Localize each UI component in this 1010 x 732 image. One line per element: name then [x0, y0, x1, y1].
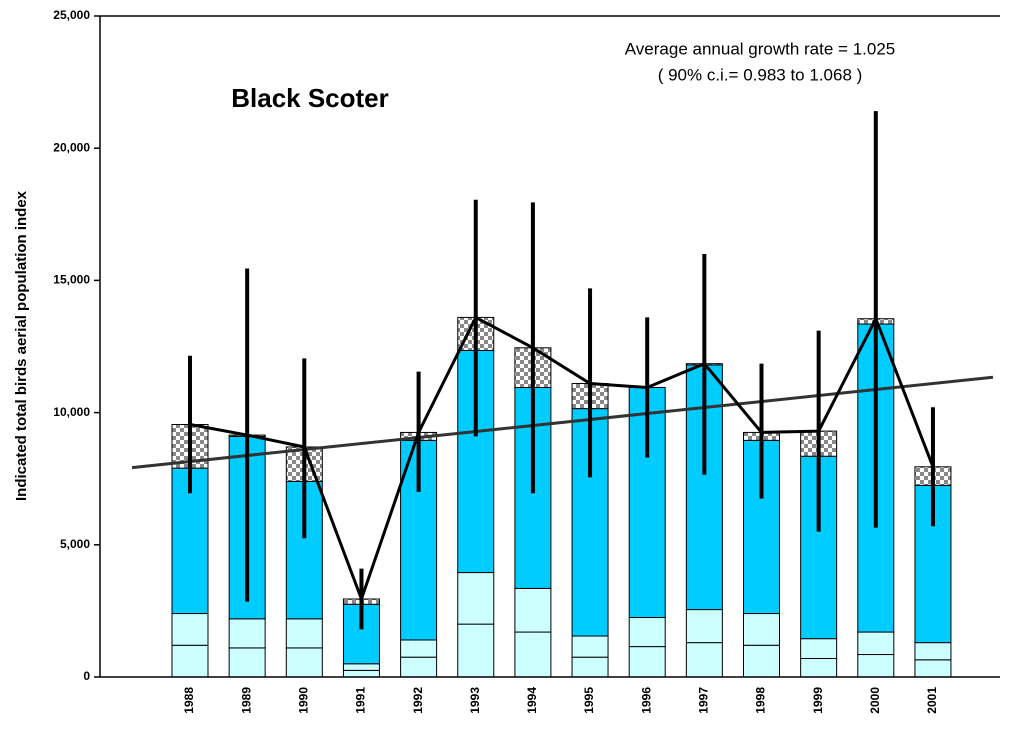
bar-segment — [685, 609, 723, 644]
y-tick-label: 25,000 — [53, 8, 90, 22]
bar-segment — [285, 647, 323, 678]
x-tick-label: 1996 — [639, 687, 653, 714]
y-tick-label: 15,000 — [53, 273, 90, 287]
x-tick-label: 1997 — [697, 687, 711, 714]
x-tick-label: 2000 — [868, 687, 882, 714]
bar-segment — [857, 654, 895, 678]
bar-segment — [571, 656, 609, 678]
y-tick-label: 5,000 — [60, 537, 90, 551]
bar-segment — [514, 587, 552, 633]
bar-segment — [571, 635, 609, 658]
bar-segment — [171, 613, 209, 646]
annotation: Average annual growth rate = 1.025 — [625, 39, 895, 58]
y-tick-label: 0 — [83, 669, 90, 683]
bar-segment — [685, 642, 723, 678]
bar-segment — [400, 656, 438, 678]
bar-segment — [457, 572, 495, 625]
bar-segment — [628, 617, 666, 648]
x-tick-label: 1990 — [296, 687, 310, 714]
trend-line — [131, 375, 994, 470]
bar-segment — [228, 618, 266, 649]
bar-segment — [857, 631, 895, 656]
annotation: ( 90% c.i.= 0.983 to 1.068 ) — [658, 65, 863, 84]
bar-segment — [800, 657, 838, 678]
x-tick-label: 1989 — [239, 687, 253, 714]
bar-segment — [800, 638, 838, 659]
bar-segment — [342, 669, 380, 678]
bar-segment — [457, 623, 495, 678]
bar-segment — [514, 631, 552, 678]
y-tick-label: 10,000 — [53, 405, 90, 419]
bar-segment — [400, 639, 438, 658]
x-tick-label: 1999 — [811, 687, 825, 714]
bar-segment — [743, 613, 780, 646]
bar-segment — [285, 618, 323, 649]
x-tick-label: 1998 — [754, 687, 768, 714]
total-line — [189, 315, 935, 604]
bar-segment — [628, 646, 666, 678]
bar-segment — [342, 663, 380, 671]
x-tick-label: 2001 — [925, 687, 939, 714]
bar-segment — [171, 644, 209, 678]
bar-segment — [914, 642, 952, 661]
bar-segment — [228, 647, 266, 678]
x-tick-label: 1995 — [582, 687, 596, 714]
y-tick-label: 20,000 — [53, 140, 90, 154]
x-tick-label: 1991 — [354, 687, 368, 714]
x-tick-label: 1993 — [468, 687, 482, 714]
x-tick-label: 1992 — [411, 687, 425, 714]
bar-segment — [914, 659, 952, 678]
x-tick-label: 1994 — [525, 687, 539, 714]
chart-title: Black Scoter — [231, 83, 389, 113]
bar-segment — [743, 644, 780, 678]
y-axis-label: Indicated total birds aerial population … — [13, 190, 30, 501]
x-tick-label: 1988 — [182, 687, 196, 714]
